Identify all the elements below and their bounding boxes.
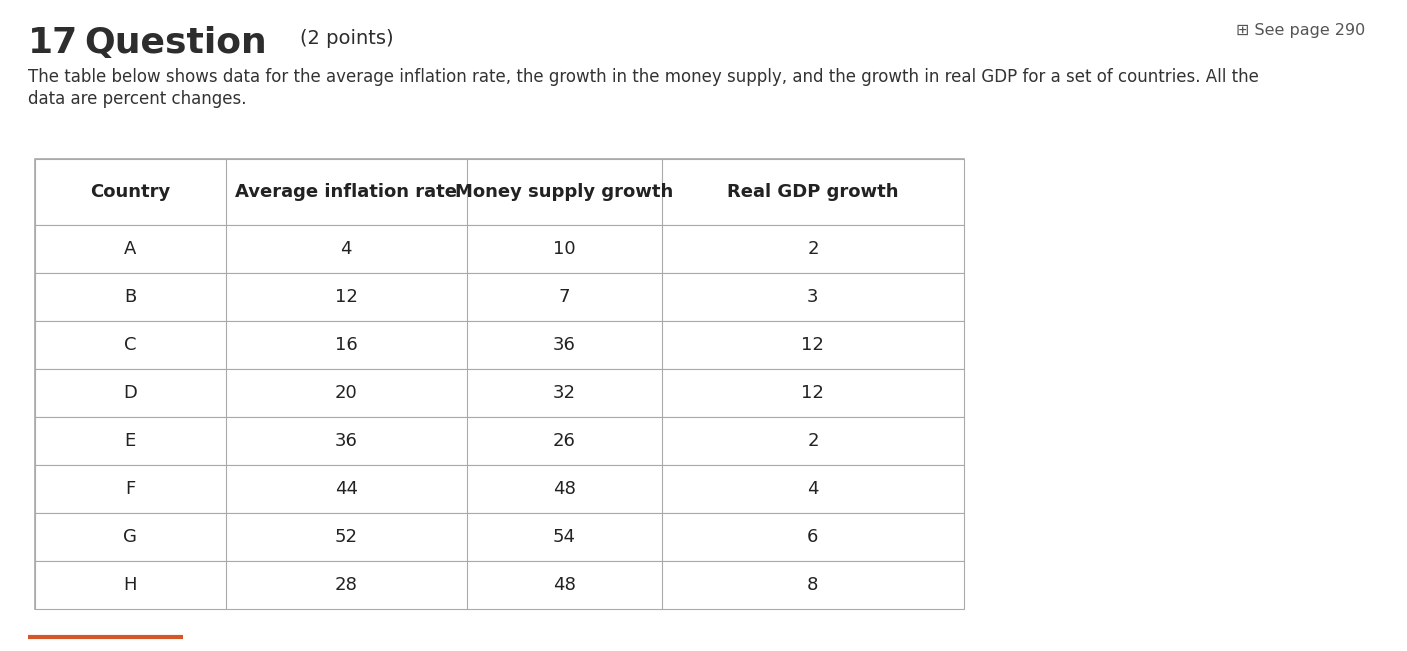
Text: 32: 32 [553, 383, 575, 402]
Text: F: F [125, 480, 135, 497]
Text: 48: 48 [553, 575, 575, 594]
Text: H: H [124, 575, 136, 594]
Bar [35, 368, 964, 417]
Text: data are percent changes.: data are percent changes. [28, 90, 246, 108]
Text: 10: 10 [553, 240, 575, 258]
Bar [35, 159, 964, 609]
Bar [35, 561, 964, 609]
Text: 6: 6 [808, 528, 819, 546]
Text: 16: 16 [335, 336, 357, 353]
Bar [35, 321, 964, 368]
Text: 26: 26 [553, 432, 575, 450]
Text: Country: Country [90, 183, 170, 201]
Bar [35, 465, 964, 513]
Text: 8: 8 [808, 575, 819, 594]
Bar [35, 513, 964, 561]
Text: 48: 48 [553, 480, 575, 497]
Text: (2 points): (2 points) [300, 29, 394, 48]
Text: 44: 44 [335, 480, 357, 497]
Text: 52: 52 [335, 528, 357, 546]
Text: 3: 3 [808, 288, 819, 305]
Text: Money supply growth: Money supply growth [456, 183, 674, 201]
Text: D: D [124, 383, 138, 402]
Text: 36: 36 [553, 336, 575, 353]
Text: 4: 4 [808, 480, 819, 497]
Text: 12: 12 [335, 288, 357, 305]
Text: E: E [125, 432, 136, 450]
Text: 36: 36 [335, 432, 357, 450]
Text: 28: 28 [335, 575, 357, 594]
Text: 2: 2 [808, 432, 819, 450]
Text: G: G [124, 528, 138, 546]
Bar [35, 417, 964, 465]
Text: B: B [124, 288, 136, 305]
Text: Average inflation rate: Average inflation rate [235, 183, 457, 201]
Text: 54: 54 [553, 528, 575, 546]
Bar [35, 159, 964, 225]
Bar [35, 225, 964, 273]
Text: ⊞ See page 290: ⊞ See page 290 [1235, 23, 1365, 38]
Text: 17: 17 [28, 26, 79, 60]
Text: 20: 20 [335, 383, 357, 402]
Text: 4: 4 [340, 240, 352, 258]
Text: 12: 12 [802, 383, 825, 402]
Text: Question: Question [84, 26, 267, 60]
Text: 7: 7 [559, 288, 570, 305]
Bar [35, 273, 964, 321]
Text: 12: 12 [802, 336, 825, 353]
Text: C: C [124, 336, 136, 353]
Text: The table below shows data for the average inflation rate, the growth in the mon: The table below shows data for the avera… [28, 68, 1259, 87]
Text: Real GDP growth: Real GDP growth [727, 183, 899, 201]
Text: 2: 2 [808, 240, 819, 258]
Text: A: A [124, 240, 136, 258]
